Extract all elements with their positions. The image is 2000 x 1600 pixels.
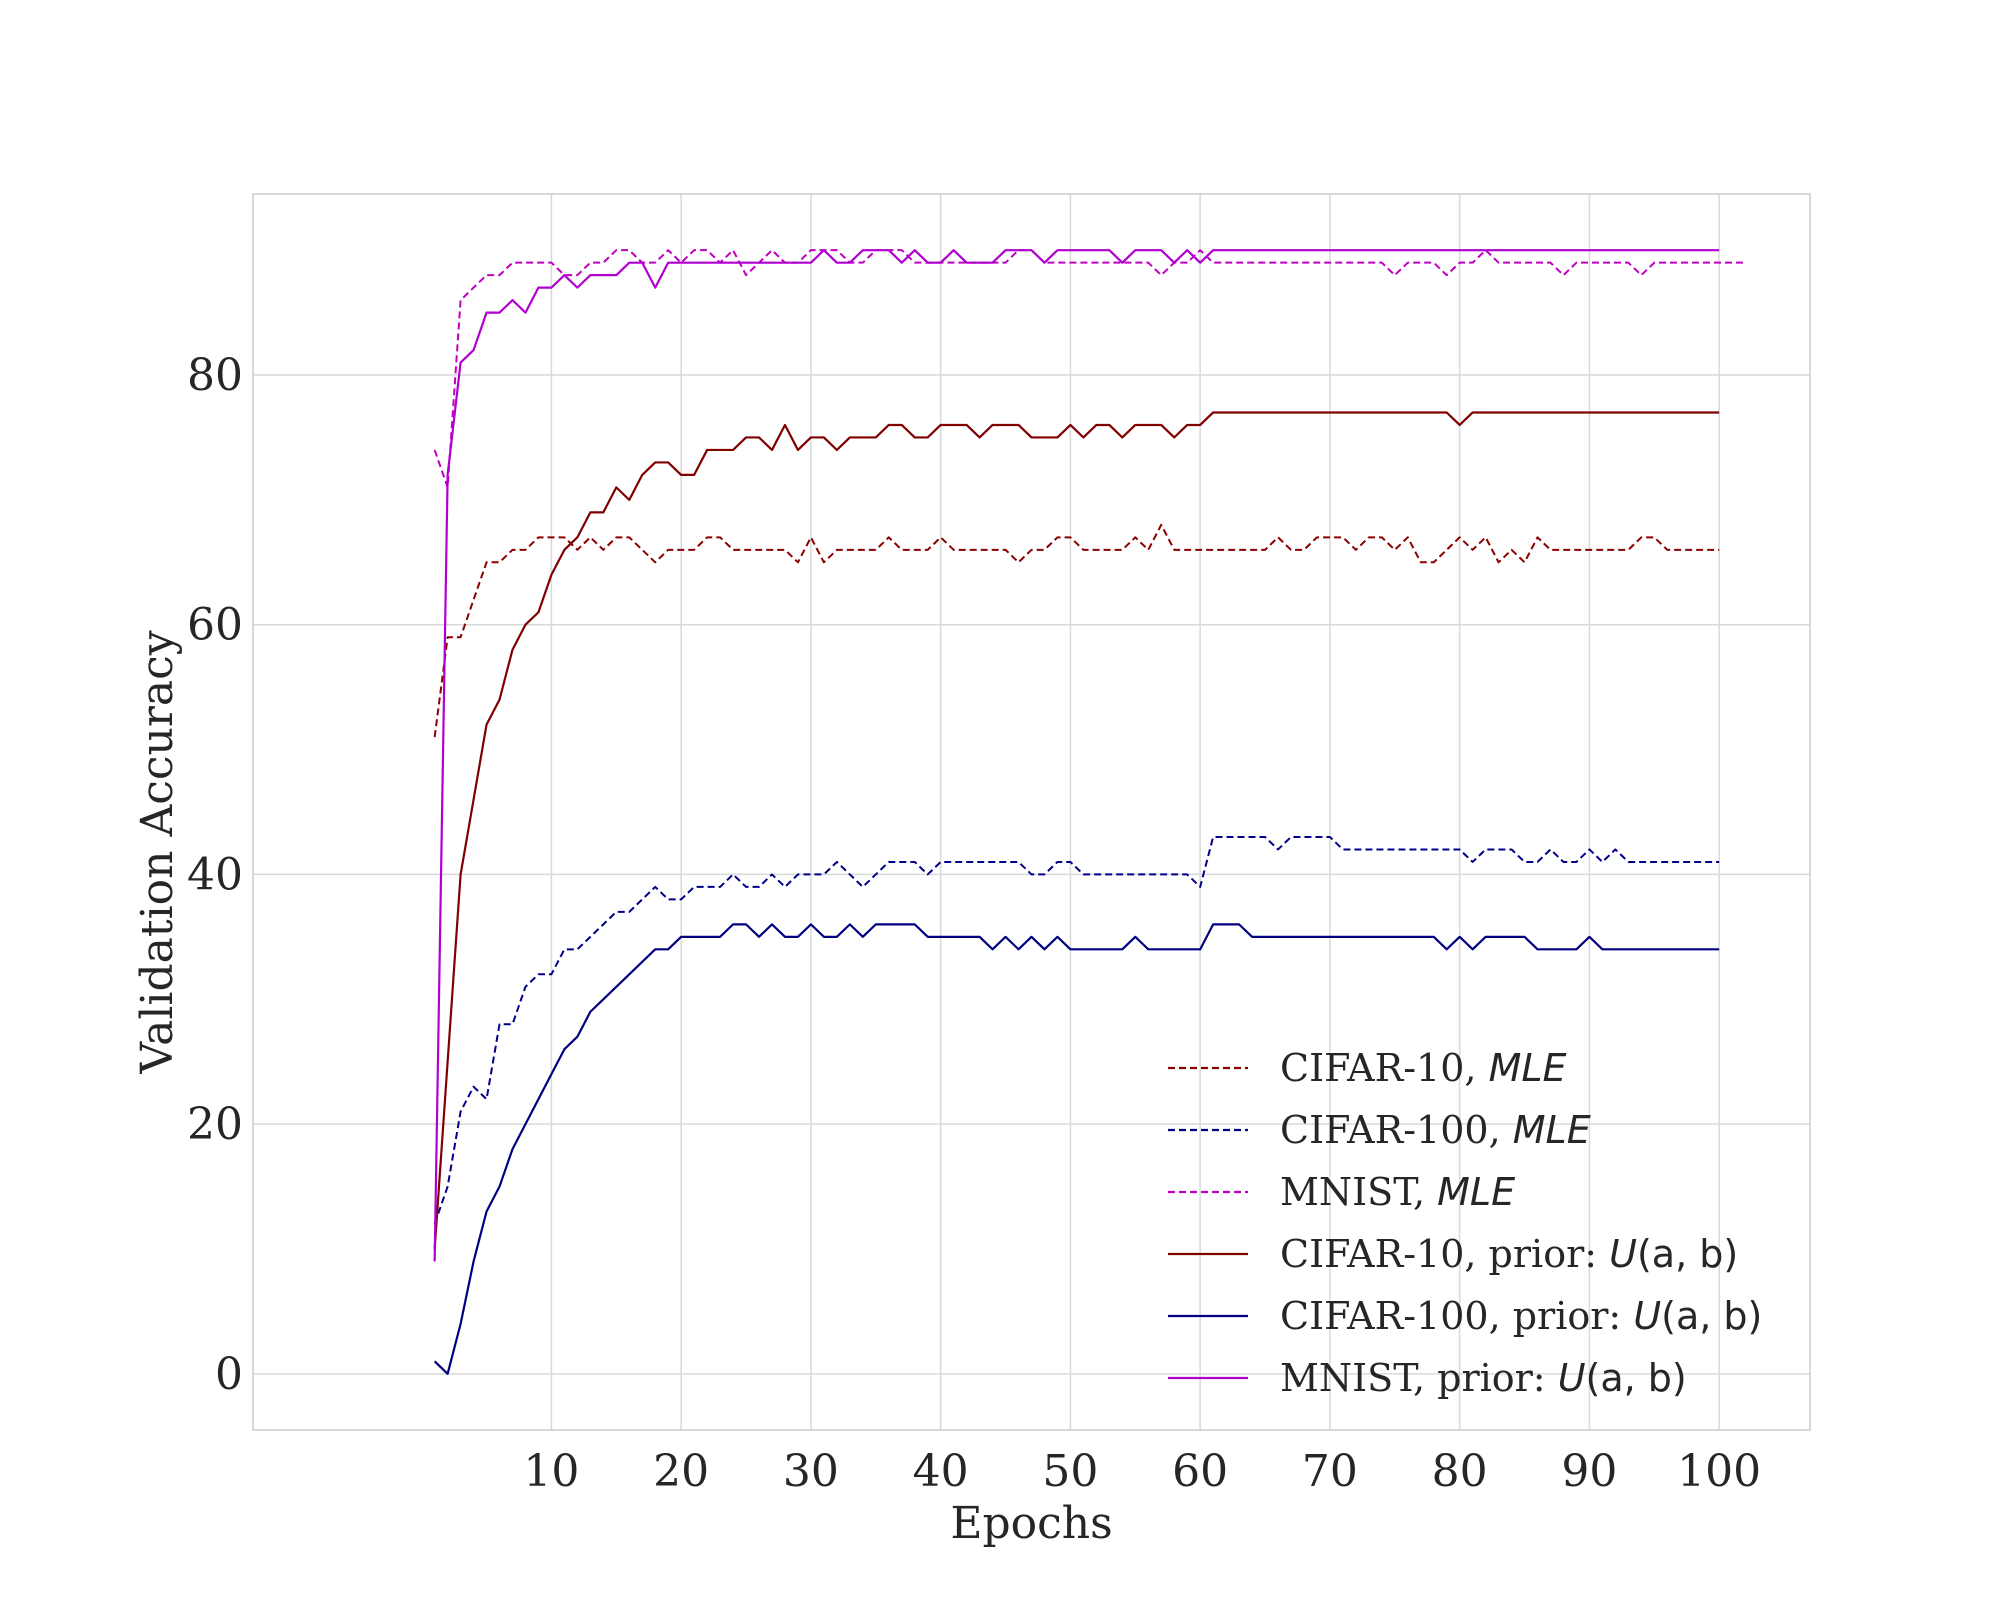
x-axis-title: Epochs <box>950 1498 1112 1549</box>
x-axis-ticks: 10 20 30 40 50 60 70 80 90 100 <box>523 1446 1761 1497</box>
legend-entry: MNIST, MLE <box>1280 1170 1515 1214</box>
legend-math: MLE <box>1513 1108 1591 1152</box>
plot-frame <box>252 193 1811 1431</box>
y-tick-label: 80 <box>187 350 243 401</box>
x-tick-label: 40 <box>913 1446 969 1497</box>
series-line-2 <box>433 835 1720 1225</box>
x-tick-label: 100 <box>1677 1446 1761 1497</box>
legend-math: MLE <box>1489 1046 1567 1090</box>
legend-math: U <box>1633 1294 1661 1338</box>
x-tick-label: 20 <box>653 1446 709 1497</box>
x-tick-label: 90 <box>1561 1446 1617 1497</box>
series-line-4 <box>433 411 1720 1250</box>
legend-math-args: (a, b) <box>1586 1356 1687 1400</box>
legend-entry: CIFAR-100, prior: U(a, b) <box>1280 1294 1762 1338</box>
y-tick-label: 0 <box>215 1349 243 1400</box>
legend-label: CIFAR-10, prior: <box>1280 1232 1609 1276</box>
x-tick-label: 70 <box>1302 1446 1358 1497</box>
legend-label: CIFAR-100, prior: <box>1280 1294 1633 1338</box>
legend-entry: CIFAR-10, MLE <box>1280 1046 1567 1090</box>
series-line-5 <box>433 923 1720 1375</box>
y-tick-label: 40 <box>187 849 243 900</box>
series-line-3 <box>433 249 1746 489</box>
legend-label: CIFAR-10, <box>1280 1046 1489 1090</box>
legend-entry: MNIST, prior: U(a, b) <box>1280 1356 1687 1400</box>
legend-label: MNIST, <box>1280 1170 1437 1214</box>
y-axis-ticks: 0 20 40 60 80 <box>187 350 243 1400</box>
legend-math: MLE <box>1437 1170 1515 1214</box>
legend-label: MNIST, prior: <box>1280 1356 1558 1400</box>
x-tick-label: 50 <box>1042 1446 1098 1497</box>
x-tick-label: 30 <box>783 1446 839 1497</box>
series-lines <box>433 249 1746 1375</box>
series-line-6 <box>433 249 1720 1262</box>
legend-math-args: (a, b) <box>1637 1232 1738 1276</box>
y-tick-label: 20 <box>187 1099 243 1150</box>
y-tick-label: 60 <box>187 600 243 651</box>
x-tick-label: 60 <box>1172 1446 1228 1497</box>
series-line-1 <box>433 523 1720 738</box>
x-tick-label: 10 <box>523 1446 579 1497</box>
legend-math-args: (a, b) <box>1661 1294 1762 1338</box>
legend-math: U <box>1609 1232 1637 1276</box>
y-axis-title: Validation Accuracy <box>132 630 183 1074</box>
legend-entry: CIFAR-10, prior: U(a, b) <box>1280 1232 1738 1276</box>
x-tick-label: 80 <box>1432 1446 1488 1497</box>
legend-math: U <box>1558 1356 1586 1400</box>
legend-label: CIFAR-100, <box>1280 1108 1513 1152</box>
legend-entry: CIFAR-100, MLE <box>1280 1108 1591 1152</box>
